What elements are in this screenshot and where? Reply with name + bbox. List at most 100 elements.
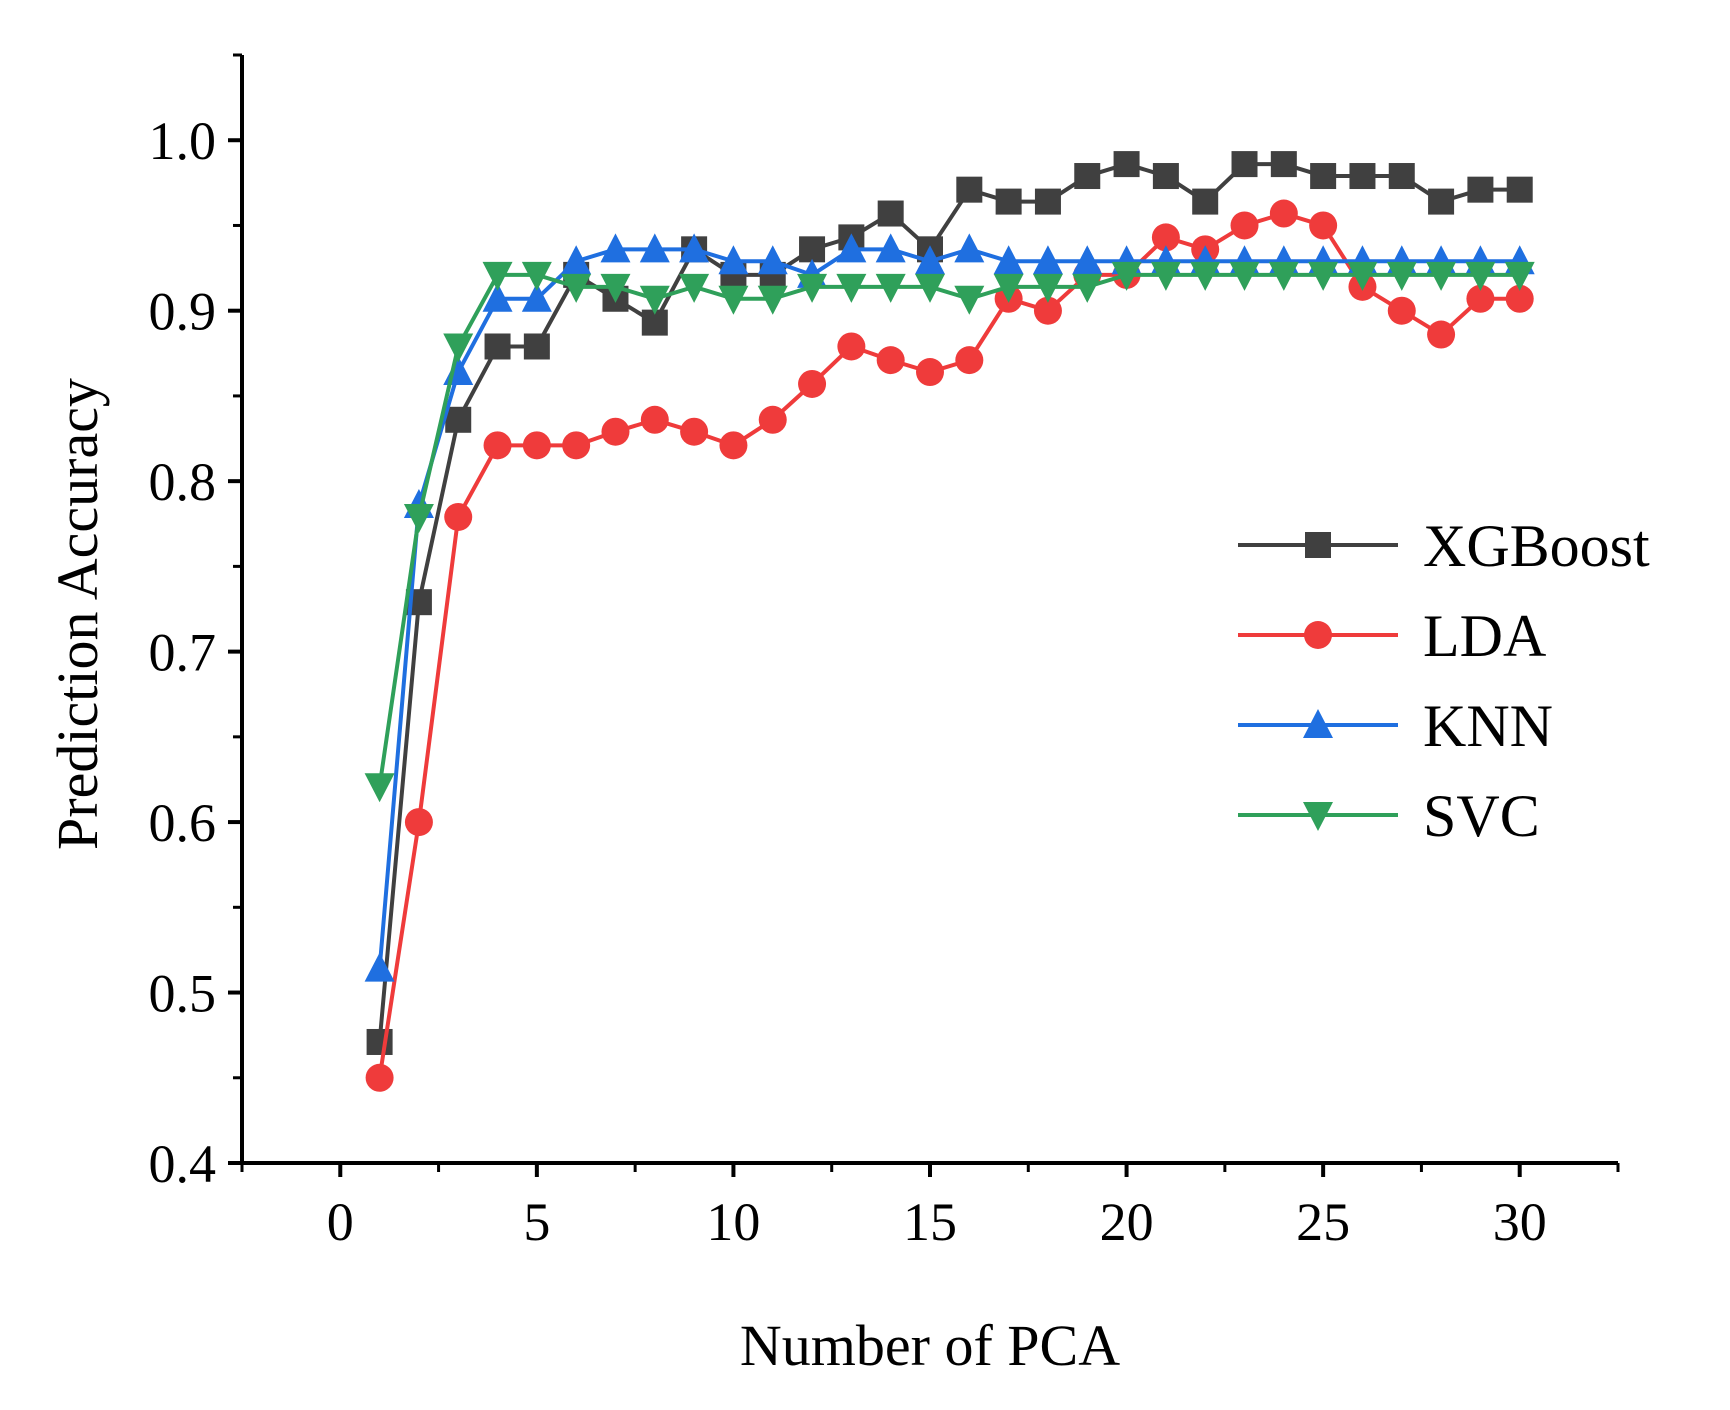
data-point-svc (1308, 261, 1339, 291)
data-point-svc (915, 273, 945, 303)
data-point-svc (993, 273, 1024, 303)
series-line-xgboost (377, 162, 1520, 1043)
legend-marker-knn (1303, 709, 1333, 738)
legend-item-svc: SVC (1238, 783, 1540, 849)
data-point-knn (639, 233, 670, 263)
data-point-knn (561, 245, 592, 275)
data-point-lda (1230, 211, 1259, 240)
series-layer (364, 151, 1535, 1092)
data-point-knn (1032, 245, 1063, 275)
data-point-svc (403, 503, 434, 533)
data-point-svc (1229, 261, 1260, 291)
y-tick-label: 1.0 (149, 111, 217, 171)
data-point-lda (798, 369, 827, 398)
data-point-knn (993, 245, 1024, 275)
x-tick-label: 20 (1100, 1192, 1154, 1252)
legend-item-lda: LDA (1238, 603, 1546, 669)
legend-item-xgboost: XGBoost (1238, 513, 1650, 579)
data-point-knn (521, 282, 552, 312)
data-point-knn (600, 233, 631, 263)
data-point-knn (954, 233, 985, 263)
data-point-svc (1426, 261, 1457, 291)
series-line-svc (377, 272, 1520, 787)
data-point-svc (718, 285, 749, 315)
data-point-knn (1072, 245, 1103, 275)
y-tick-label: 0.9 (149, 282, 217, 342)
data-point-lda (522, 431, 551, 460)
data-point-lda (837, 332, 866, 361)
data-point-xgboost (799, 236, 826, 263)
data-point-svc (521, 261, 552, 291)
series-line-lda (377, 211, 1520, 1079)
data-point-xgboost (1428, 188, 1455, 215)
data-point-xgboost (1506, 176, 1533, 203)
legend-marker-shape (1303, 802, 1333, 831)
data-point-xgboost (1034, 188, 1061, 215)
y-axis-title: Prediction Accuracy (45, 378, 110, 850)
x-axis-title: Number of PCA (740, 1313, 1120, 1378)
data-point-svc (679, 273, 710, 303)
data-point-svc (364, 773, 395, 803)
data-point-lda (1309, 211, 1338, 240)
data-point-xgboost (1310, 163, 1337, 190)
data-point-svc (797, 273, 828, 303)
data-point-lda (876, 346, 905, 375)
data-point-lda (601, 417, 630, 446)
data-point-svc (482, 261, 513, 291)
y-tick-label: 0.8 (149, 452, 217, 512)
data-point-svc (561, 273, 592, 303)
data-point-xgboost (1152, 163, 1179, 190)
legend-marker-lda (1304, 621, 1332, 649)
data-point-lda (758, 405, 787, 434)
data-point-svc (639, 285, 670, 315)
data-point-svc (1268, 261, 1299, 291)
data-point-xgboost (1192, 188, 1219, 215)
data-point-svc (954, 285, 985, 315)
data-point-svc (1150, 261, 1181, 291)
x-ticks: 0 5 10 15 20 25 30 (240, 1163, 1620, 1252)
data-point-svc (600, 273, 631, 303)
data-point-lda (640, 405, 669, 434)
data-point-svc (1190, 261, 1221, 291)
data-point-lda (1466, 284, 1495, 313)
data-point-xgboost (523, 333, 550, 360)
y-tick-label: 0.5 (149, 964, 217, 1024)
data-point-xgboost (445, 406, 472, 433)
data-point-xgboost (366, 1028, 393, 1055)
legend-label-svc: SVC (1423, 783, 1540, 849)
legend-marker-shape (1305, 532, 1331, 558)
data-point-svc (836, 273, 867, 303)
x-tick-label: 5 (523, 1192, 550, 1252)
data-point-lda (483, 431, 512, 460)
y-tick-label: 0.4 (149, 1134, 217, 1194)
data-point-lda (1033, 296, 1062, 325)
data-point-xgboost (484, 333, 511, 360)
x-tick-label: 30 (1493, 1192, 1547, 1252)
data-point-knn (757, 245, 788, 275)
data-point-lda (1505, 284, 1534, 313)
x-tick-label: 10 (706, 1192, 760, 1252)
series-lda (365, 199, 1534, 1092)
data-point-lda (680, 417, 709, 446)
legend-marker-xgboost (1305, 532, 1331, 558)
data-point-lda (916, 358, 944, 387)
x-tick-label: 0 (327, 1192, 354, 1252)
data-point-knn (482, 282, 513, 312)
y-tick-label: 0.7 (149, 623, 217, 683)
data-point-svc (443, 333, 474, 363)
data-point-lda (1387, 296, 1416, 325)
data-point-knn (364, 952, 395, 982)
legend-label-lda: LDA (1423, 603, 1546, 669)
data-point-svc (875, 273, 906, 303)
data-point-svc (1465, 261, 1496, 291)
data-point-lda (1269, 199, 1298, 228)
data-point-xgboost (1349, 163, 1376, 190)
data-point-knn (836, 233, 867, 263)
data-point-svc (1032, 273, 1063, 303)
legend-label-xgboost: XGBoost (1423, 513, 1650, 579)
data-point-xgboost (1388, 163, 1415, 190)
data-point-svc (757, 285, 788, 315)
data-point-xgboost (1231, 151, 1258, 178)
data-point-knn (718, 245, 749, 275)
